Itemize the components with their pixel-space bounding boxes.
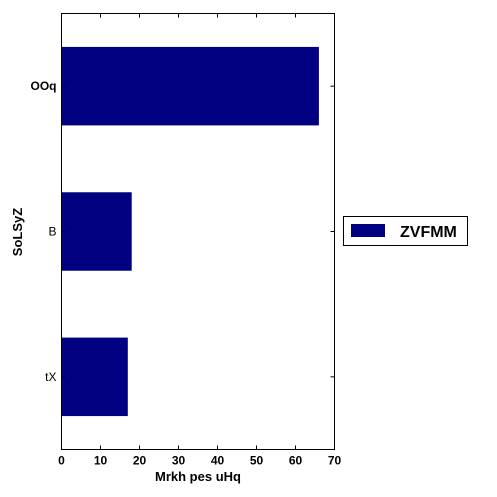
legend-swatch-zvfmm [351,224,385,237]
y-tick-label-b: B [48,225,56,239]
y-tick-label-ooq: OOq [31,79,57,93]
legend-label-zvfmm: ZVFMM [400,224,457,241]
x-tick-label-60: 60 [289,454,303,468]
x-tick-label-40: 40 [211,454,225,468]
legend: ZVFMM [343,216,468,246]
y-axis-label: SoLSyZ [10,208,25,256]
x-tick-label-10: 10 [94,454,108,468]
x-tick-label-70: 70 [328,454,342,468]
y-tick-label-tx: tX [45,370,56,384]
bar-b [61,192,132,271]
ticks-layer: tX B OOq 0 10 20 30 40 50 60 70 [31,13,342,468]
x-tick-label-30: 30 [172,454,186,468]
bars-layer [61,46,319,417]
bar-tx [61,337,128,417]
x-tick-label-20: 20 [133,454,147,468]
x-tick-label-50: 50 [250,454,264,468]
x-tick-label-0: 0 [58,454,65,468]
x-axis-label: Mrkh pes uHq [155,469,241,484]
bar-ooq [61,46,319,126]
